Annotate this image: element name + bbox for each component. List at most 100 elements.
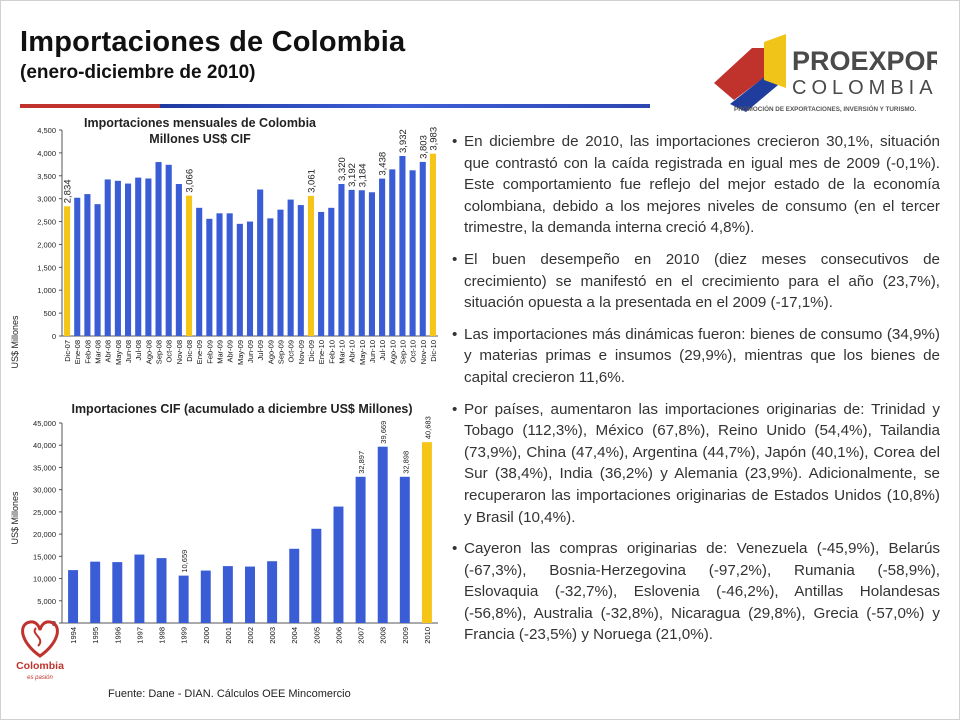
c2-bar	[134, 554, 145, 623]
c1-ytick-label: 500	[43, 309, 56, 318]
colombia-brand-logo: Colombia es pasión	[16, 620, 64, 681]
c1-ytick-label: 2,500	[37, 218, 56, 227]
annual-imports-chart: Importaciones CIF (acumulado a diciembre…	[10, 402, 438, 644]
c1-bar	[135, 177, 142, 336]
c1-data-label: 3,184	[357, 163, 368, 187]
c1-ytick-label: 3,500	[37, 172, 56, 181]
c1-ytick-label: 4,000	[37, 149, 56, 158]
logo-tagline: PROMOCIÓN DE EXPORTACIONES, INVERSIÓN Y …	[734, 104, 917, 113]
c2-bar	[267, 561, 278, 623]
c2-bar	[156, 558, 167, 623]
proexport-logo: PROEXPORT COLOMBIA PROMOCIÓN DE EXPORTAC…	[714, 34, 937, 113]
c1-bar	[145, 178, 152, 336]
c2-ytick-label: 25,000	[33, 508, 56, 517]
c1-xtick-label: Sep-09	[276, 340, 285, 364]
c2-bar	[112, 562, 123, 623]
c1-xtick-label: Feb-08	[83, 340, 92, 364]
chart2-title: Importaciones CIF (acumulado a diciembre…	[71, 402, 412, 416]
c1-data-label: 3,320	[337, 157, 348, 181]
c1-ytick-label: 4,500	[37, 126, 56, 135]
c2-bar	[399, 476, 410, 623]
bullet-item: • Por países, aumentaron las importacione…	[452, 399, 940, 529]
c2-ytick-label: 45,000	[33, 419, 56, 428]
c2-xtick-label: 1997	[135, 627, 144, 644]
bullet-item: • Las importaciones más dinámicas fueron:…	[452, 324, 940, 389]
c1-xtick-label: Jun-10	[368, 340, 377, 363]
c2-ytick-label: 20,000	[33, 530, 56, 539]
c1-bar	[84, 194, 91, 336]
c2-xtick-label: 2001	[224, 627, 233, 644]
c1-bar	[155, 162, 162, 336]
c1-bar	[246, 221, 254, 336]
c2-ytick-label: 5,000	[37, 597, 56, 606]
logo-yellow-shape	[764, 34, 786, 88]
c2-ytick-label: 10,000	[33, 575, 56, 584]
c1-bar	[368, 192, 375, 336]
c1-bar	[74, 197, 81, 336]
c1-xtick-label: Nov-08	[175, 340, 184, 364]
c2-bar	[377, 446, 388, 623]
bullet-text: El buen desempeño en 2010 (diez meses co…	[464, 250, 940, 312]
logo-red-shape	[714, 48, 770, 100]
chart1-subtitle: Millones US$ CIF	[149, 132, 251, 146]
c2-data-label: 40,683	[423, 416, 432, 439]
c1-xtick-label: Oct-09	[287, 340, 296, 363]
c1-xtick-label: Feb-09	[205, 340, 214, 364]
source-note: Fuente: Dane - DIAN. Cálculos OEE Mincom…	[108, 688, 351, 700]
c2-bar	[355, 476, 366, 623]
c1-data-label: 3,066	[185, 169, 196, 193]
c1-xtick-label: Jun-08	[124, 340, 133, 363]
c2-bar	[200, 570, 211, 623]
c2-data-label: 32,897	[357, 451, 366, 474]
c1-xtick-label: Feb-10	[327, 340, 336, 364]
c1-bar	[277, 209, 284, 336]
c2-data-label: 39,669	[379, 421, 388, 444]
c2-xtick-label: 1996	[113, 627, 122, 644]
c1-xtick-label: Mar-08	[94, 340, 103, 364]
c2-xtick-label: 1995	[91, 627, 100, 644]
c1-bar	[307, 195, 315, 336]
monthly-imports-chart: Importaciones mensuales de Colombia Mill…	[10, 116, 439, 369]
c1-bar	[104, 179, 111, 336]
bullet-dot: •	[452, 250, 458, 268]
c1-bar	[267, 218, 274, 336]
c1-xtick-label: Jul-09	[256, 340, 265, 360]
c1-data-label: 3,932	[398, 129, 409, 153]
c1-bar	[64, 206, 71, 336]
c2-ytick-label: 15,000	[33, 552, 56, 561]
c1-xtick-label: Oct-10	[409, 340, 418, 363]
c1-xtick-label: Abr-09	[226, 340, 235, 363]
c1-bar	[297, 205, 304, 336]
c2-xtick-label: 2009	[401, 627, 410, 644]
c2-bar	[333, 506, 344, 623]
c1-xtick-label: Ene-10	[317, 340, 326, 364]
c1-xtick-label: Dic-10	[429, 340, 438, 362]
c1-bar	[125, 183, 132, 336]
c2-xtick-label: 1998	[158, 627, 167, 644]
c1-bar	[94, 204, 101, 336]
page-subtitle: (enero-diciembre de 2010)	[20, 62, 256, 83]
c2-bar	[90, 561, 101, 623]
bullet-text: Por países, aumentaron las importaciones…	[464, 400, 940, 526]
c1-xtick-label: May-09	[236, 340, 245, 365]
c1-bar	[287, 199, 294, 336]
c1-bar	[226, 213, 233, 336]
bullet-text: Las importaciones más dinámicas fueron: …	[464, 325, 940, 386]
c1-bar	[196, 207, 203, 336]
c1-data-label: 3,061	[306, 169, 317, 193]
c2-ytick-label: 35,000	[33, 463, 56, 472]
logo-name: PROEXPORT	[792, 46, 937, 76]
c1-xtick-label: Dic-08	[185, 340, 194, 362]
c2-xtick-label: 2005	[312, 627, 321, 644]
c1-bar	[206, 218, 213, 336]
page-title: Importaciones de Colombia	[20, 26, 406, 58]
c1-bar	[379, 178, 386, 336]
c1-xtick-label: Ago-10	[388, 340, 397, 364]
c2-bar	[245, 566, 255, 623]
c1-bar	[389, 169, 396, 336]
c1-xtick-label: Dic-09	[307, 340, 316, 362]
c1-xtick-label: Nov-09	[297, 340, 306, 364]
c1-xtick-label: Nov-10	[419, 340, 428, 364]
logo-sub: COLOMBIA	[792, 77, 937, 99]
bullet-dot: •	[452, 325, 458, 343]
